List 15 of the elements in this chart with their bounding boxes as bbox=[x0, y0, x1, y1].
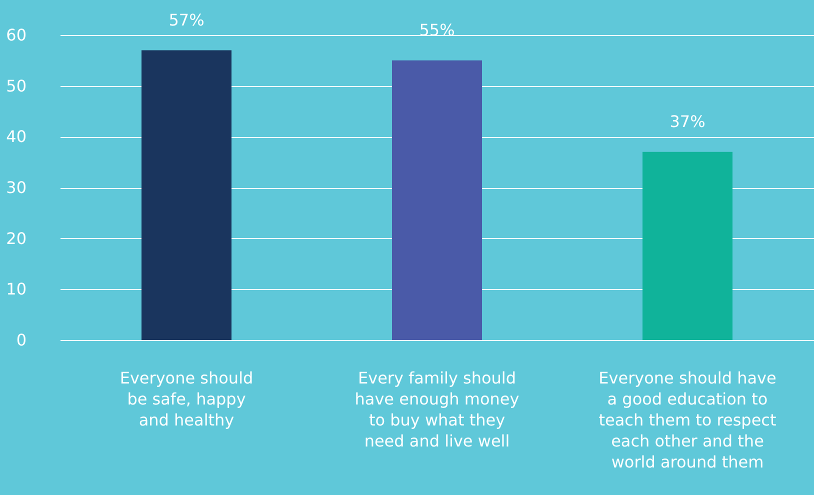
y-tick-label: 40 bbox=[6, 127, 26, 146]
y-tick-label: 30 bbox=[6, 178, 26, 197]
data-label: 37% bbox=[670, 112, 706, 131]
y-tick-label: 0 bbox=[16, 330, 26, 350]
y-tick-label: 10 bbox=[6, 280, 26, 299]
bar bbox=[642, 152, 732, 340]
bar bbox=[142, 50, 232, 340]
x-tick-label: Everyone should have a good education to teach them to respect each other and the world around them bbox=[598, 368, 776, 472]
y-tick-label: 50 bbox=[6, 76, 26, 96]
x-tick-label: Every family should have enough money to buy what they need and live well bbox=[354, 368, 520, 450]
data-label: 57% bbox=[168, 10, 204, 30]
x-tick-label: Everyone should be safe, happy and healthy bbox=[120, 368, 254, 430]
bar bbox=[392, 60, 482, 340]
y-tick-label: 60 bbox=[6, 26, 26, 44]
y-tick-label: 20 bbox=[6, 228, 26, 248]
